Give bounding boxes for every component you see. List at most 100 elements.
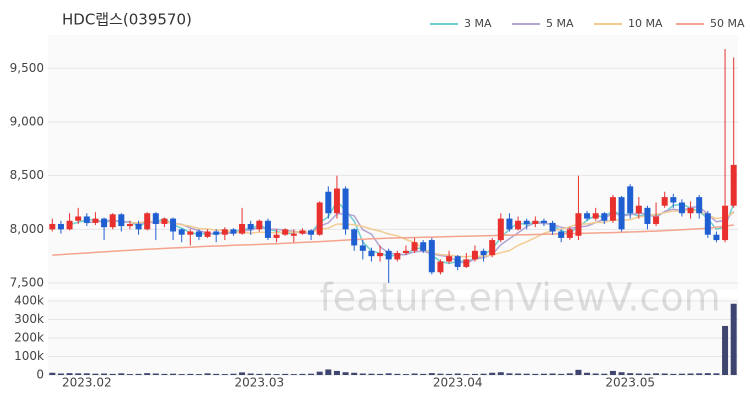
volume-bar [316, 371, 323, 375]
candle-body [722, 205, 729, 241]
volume-bar [247, 373, 254, 375]
volume-bar [480, 373, 487, 375]
candle-body [653, 216, 660, 224]
volume-bar [471, 373, 478, 375]
chart-title: HDC랩스(039570) [62, 11, 192, 29]
candle-body [678, 202, 685, 214]
watermark: feature.enViewV.com [319, 276, 720, 320]
candle-body [57, 223, 64, 230]
volume-bar [713, 373, 720, 375]
candle-body [256, 220, 263, 230]
volume-bar [282, 373, 289, 375]
legend-label: 10 MA [628, 17, 663, 30]
candle-body [420, 242, 427, 251]
volume-bar [239, 372, 246, 375]
candle-body [454, 256, 461, 267]
candle-body [359, 245, 366, 251]
candle-body [333, 188, 340, 214]
candle-body [506, 218, 513, 230]
candle-body [92, 218, 99, 223]
x-tick-label: 2023.05 [605, 376, 655, 390]
y-tick-label: 200k [14, 330, 44, 344]
volume-bar [592, 373, 599, 375]
y-tick-label: 400k [14, 293, 44, 307]
volume-bar [230, 373, 237, 375]
volume-bar [730, 303, 737, 375]
volume-bar [618, 372, 625, 375]
volume-bar [75, 373, 82, 375]
candle-body [144, 213, 151, 230]
candle-body [49, 223, 56, 230]
candle-body [187, 231, 194, 235]
candle-body [290, 233, 297, 236]
legend-label: 3 MA [464, 17, 492, 30]
volume-bar [256, 373, 263, 375]
volume-bar [549, 373, 556, 375]
volume-bar [359, 373, 366, 375]
volume-bar [661, 373, 668, 375]
volume-bar [342, 372, 349, 375]
volume-bar [515, 373, 522, 375]
volume-bar [351, 372, 358, 375]
candle-body [446, 256, 453, 262]
candle-body [480, 250, 487, 256]
volume-bar [670, 373, 677, 375]
candle-body [566, 229, 573, 238]
candle-body [523, 220, 530, 224]
volume-bar [402, 374, 409, 375]
volume-bar [221, 374, 228, 375]
volume-bar [428, 373, 435, 375]
candle-body [687, 207, 694, 214]
candle-body [549, 222, 556, 232]
candle-body [696, 197, 703, 214]
candle-body [670, 197, 677, 203]
candle-body [195, 231, 202, 237]
volume-bar [489, 372, 496, 375]
candle-body [109, 214, 116, 228]
y-tick-label: 8,000 [10, 222, 44, 236]
volume-bar [584, 372, 591, 375]
candle-body [730, 164, 737, 206]
legend-label: 5 MA [546, 17, 574, 30]
volume-bar [308, 373, 315, 375]
candle-body [308, 230, 315, 235]
volume-bar [83, 373, 90, 375]
ma-line [52, 224, 734, 256]
y-tick-label: 7,500 [10, 276, 44, 290]
candle-body [351, 229, 358, 246]
candle-body [75, 216, 82, 221]
candle-body [213, 231, 220, 235]
candle-body [161, 218, 168, 224]
volume-bar [290, 374, 297, 375]
candle-body [239, 223, 246, 234]
y-tick-label: 300k [14, 312, 44, 326]
volume-bar [187, 373, 194, 375]
volume-bar [195, 374, 202, 375]
volume-bar [66, 373, 73, 375]
volume-bar [609, 370, 616, 375]
volume-bar [273, 374, 280, 375]
candle-body [204, 231, 211, 237]
ma-line [86, 206, 735, 265]
candle-body [368, 250, 375, 257]
volume-bar [575, 369, 582, 375]
volume-plot-bg [48, 298, 738, 375]
candle-body [230, 229, 237, 234]
candle-body [316, 202, 323, 235]
candle-body [83, 216, 90, 223]
candle-body [592, 213, 599, 219]
price-plot-bg [48, 35, 738, 290]
x-tick-label: 2023.02 [62, 376, 112, 390]
volume-bar [454, 373, 461, 375]
candle-body [471, 250, 478, 260]
candle-body [704, 213, 711, 235]
x-tick-label: 2023.04 [433, 376, 483, 390]
candle-body [489, 240, 496, 256]
candle-body [126, 223, 133, 227]
y-tick-label: 9,500 [10, 61, 44, 75]
volume-bar [126, 374, 133, 375]
candle-body [385, 250, 392, 260]
candle-body [170, 218, 177, 232]
legend-label: 50 MA [710, 17, 745, 30]
